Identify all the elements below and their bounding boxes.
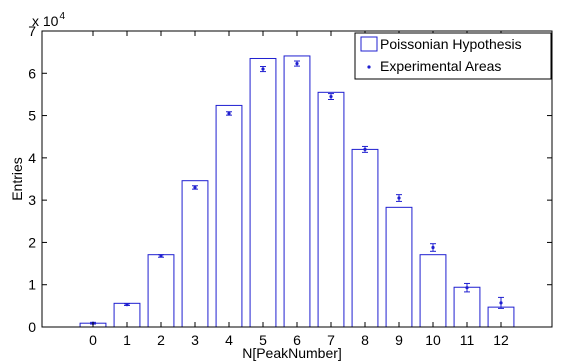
point-7 <box>328 93 334 101</box>
point-4 <box>226 111 232 116</box>
x-axis-label: N[PeakNumber] <box>242 345 342 361</box>
y-multiplier-base: x 10 <box>32 13 59 29</box>
y-multiplier-exponent: 4 <box>59 11 65 22</box>
x-tick-label-5: 5 <box>259 332 267 348</box>
legend-box <box>354 32 552 80</box>
legend-swatch-poissonian <box>360 36 378 52</box>
marker-3 <box>193 185 197 190</box>
y-tick-label-2: 2 <box>28 234 36 250</box>
x-tick-label-11: 11 <box>460 332 475 348</box>
y-tick-label-5: 5 <box>28 108 36 124</box>
marker-7 <box>329 94 333 99</box>
y-tick-label-0: 0 <box>28 319 36 335</box>
x-tick-label-7: 7 <box>327 332 335 348</box>
points-layer <box>90 60 504 325</box>
marker-9 <box>397 196 401 200</box>
y-tick-label-1: 1 <box>28 277 36 293</box>
bar-11 <box>453 286 481 328</box>
point-12 <box>498 296 504 309</box>
x-tick-label-9: 9 <box>395 332 403 348</box>
y-multiplier: x 10 4 <box>32 11 65 29</box>
bar-8 <box>351 148 379 328</box>
bar-5 <box>249 57 277 328</box>
y-tick-label-4: 4 <box>28 150 36 166</box>
x-tick-label-2: 2 <box>157 332 165 348</box>
legend: Poissonian Hypothesis Experimental Areas <box>354 32 552 80</box>
point-5 <box>260 66 266 73</box>
bar-10 <box>419 254 447 328</box>
point-10 <box>430 243 436 252</box>
marker-5 <box>261 67 265 71</box>
x-tick-label-1: 1 <box>123 332 131 348</box>
marker-11 <box>465 286 469 290</box>
point-8 <box>362 145 368 153</box>
bar-9 <box>385 206 413 328</box>
y-axis-label: Entries <box>9 157 25 201</box>
point-9 <box>396 194 402 202</box>
marker-2 <box>159 254 163 258</box>
x-tick-label-6: 6 <box>293 332 301 348</box>
x-tick-label-3: 3 <box>191 332 199 348</box>
point-2 <box>158 254 164 258</box>
bar-2 <box>147 254 175 328</box>
point-6 <box>294 60 300 67</box>
bar-7 <box>317 91 345 328</box>
x-tick-label-12: 12 <box>493 332 509 348</box>
x-tick-label-0: 0 <box>89 332 97 348</box>
bars-layer <box>79 55 515 328</box>
y-tick-label-6: 6 <box>28 65 36 81</box>
marker-8 <box>363 147 367 151</box>
marker-4 <box>227 111 231 116</box>
y-tick-label-7: 7 <box>28 23 36 39</box>
marker-6 <box>295 61 299 66</box>
x-tick-label-4: 4 <box>225 332 233 348</box>
y-tick-label-3: 3 <box>28 192 36 208</box>
legend-label-poissonian: Poissonian Hypothesis <box>380 36 522 52</box>
point-3 <box>192 185 198 190</box>
bar-6 <box>283 55 311 328</box>
marker-1 <box>125 302 129 307</box>
marker-10 <box>431 245 435 250</box>
x-tick-label-10: 10 <box>425 332 441 348</box>
bar-4 <box>215 104 243 328</box>
bar-3 <box>181 180 209 328</box>
point-1 <box>124 302 130 307</box>
legend-label-experimental: Experimental Areas <box>380 58 501 74</box>
marker-12 <box>499 301 503 305</box>
legend-swatch-experimental <box>367 65 371 69</box>
point-11 <box>464 282 470 293</box>
x-tick-label-8: 8 <box>361 332 369 348</box>
